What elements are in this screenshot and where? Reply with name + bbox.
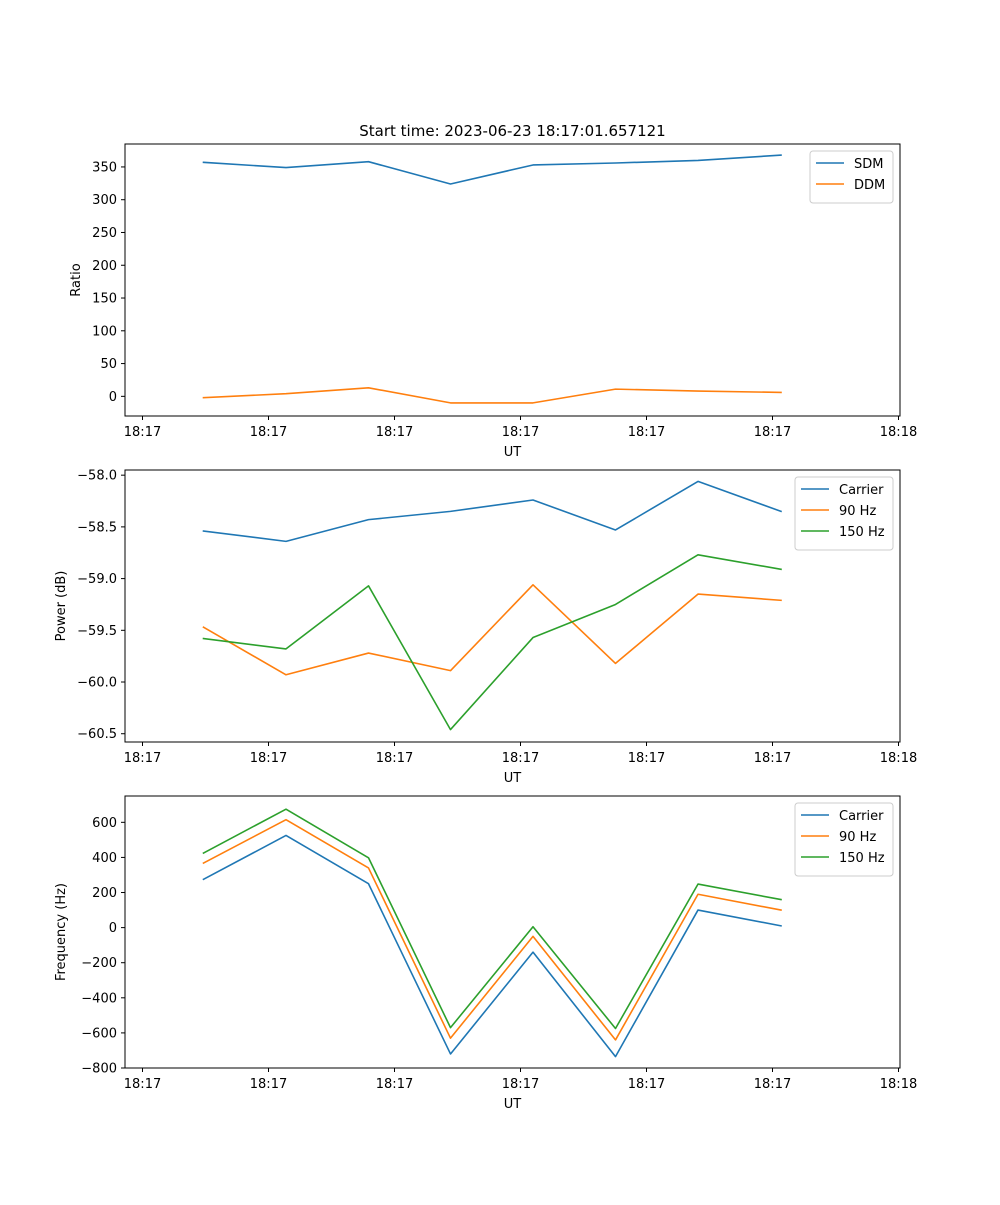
x-tick-label: 18:17 (124, 425, 161, 440)
legend-label: Carrier (839, 483, 884, 498)
legend: Carrier 90 Hz 150 Hz (794, 476, 894, 551)
legend-label: Carrier (839, 809, 884, 824)
legend-label: 90 Hz (839, 830, 876, 845)
x-axis-label: UT (504, 445, 522, 460)
y-tick-label: −60.5 (77, 727, 117, 742)
chart-panel-1: 18:17 18:17 18:17 18:17 18:17 18:17 18:18 0 50 10… (69, 143, 917, 460)
y-tick-label: 250 (92, 226, 117, 241)
y-tick-label: 350 (92, 160, 117, 175)
y-tick-label: 0 (109, 390, 117, 405)
x-tick-label: 18:17 (376, 425, 413, 440)
y-tick-label: −59.0 (77, 572, 117, 587)
x-tick-label: 18:17 (124, 751, 161, 766)
x-tick-label: 18:17 (628, 1077, 665, 1092)
y-tick-label: 150 (92, 292, 117, 307)
chart-panel-2: 18:17 18:17 18:17 18:17 18:17 18:17 18:18 −60.5… (54, 469, 917, 786)
y-tick-label: −400 (81, 991, 117, 1006)
axes-frame (124, 469, 901, 743)
legend-label: 150 Hz (839, 851, 885, 866)
series-line-150-hz (202, 808, 782, 1030)
series-line-ddm (202, 387, 782, 404)
x-tick-label: 18:17 (376, 1077, 413, 1092)
y-tick-label: 50 (100, 357, 117, 372)
x-tick-label: 18:17 (754, 751, 791, 766)
x-tick-label: 18:17 (628, 751, 665, 766)
y-axis-label: Ratio (69, 263, 84, 296)
series-line-150-hz (202, 554, 782, 731)
legend: SDM DDM (809, 150, 894, 204)
x-tick-label: 18:17 (502, 751, 539, 766)
x-axis-label: UT (504, 771, 522, 786)
y-tick-label: −800 (81, 1062, 117, 1077)
figure-title: Start time: 2023-06-23 18:17:01.657121 (359, 122, 665, 140)
x-tick-label: 18:17 (250, 1077, 287, 1092)
y-tick-label: −600 (81, 1026, 117, 1041)
x-tick-label: 18:18 (880, 751, 917, 766)
axes-frame (124, 795, 901, 1069)
legend-box (809, 150, 894, 204)
x-axis-label: UT (504, 1097, 522, 1112)
y-tick-label: 100 (92, 324, 117, 339)
x-tick-label: 18:17 (754, 1077, 791, 1092)
y-axis-label: Power (dB) (54, 571, 69, 642)
legend: Carrier 90 Hz 150 Hz (794, 802, 894, 877)
y-tick-label: 600 (92, 816, 117, 831)
y-tick-label: 400 (92, 851, 117, 866)
y-tick-label: −58.0 (77, 469, 117, 484)
legend-label: SDM (854, 157, 883, 172)
legend-label: 150 Hz (839, 525, 885, 540)
series-line-carrier (202, 834, 782, 1058)
y-tick-label: 300 (92, 193, 117, 208)
x-tick-label: 18:17 (250, 425, 287, 440)
y-tick-label: 200 (92, 886, 117, 901)
x-tick-label: 18:18 (880, 425, 917, 440)
series-line-90-hz (202, 583, 782, 676)
y-tick-label: −60.0 (77, 676, 117, 691)
x-tick-label: 18:17 (502, 425, 539, 440)
y-tick-label: −58.5 (77, 520, 117, 535)
y-tick-label: −59.5 (77, 624, 117, 639)
x-tick-label: 18:17 (376, 751, 413, 766)
x-tick-label: 18:17 (502, 1077, 539, 1092)
y-tick-label: −200 (81, 956, 117, 971)
legend-label: 90 Hz (839, 504, 876, 519)
series-line-carrier (202, 480, 783, 543)
y-tick-label: 0 (109, 921, 117, 936)
chart-panel-3: 18:17 18:17 18:17 18:17 18:17 18:17 18:18 −800 −… (54, 795, 917, 1112)
y-axis-label: Frequency (Hz) (54, 883, 69, 981)
x-tick-label: 18:17 (628, 425, 665, 440)
legend-label: DDM (854, 178, 885, 193)
x-tick-label: 18:18 (880, 1077, 917, 1092)
x-tick-label: 18:17 (754, 425, 791, 440)
series-line-90-hz (202, 818, 782, 1041)
x-tick-label: 18:17 (124, 1077, 161, 1092)
axes-frame (124, 143, 901, 417)
y-tick-label: 200 (92, 259, 117, 274)
x-tick-label: 18:17 (250, 751, 287, 766)
series-line-sdm (202, 154, 782, 185)
